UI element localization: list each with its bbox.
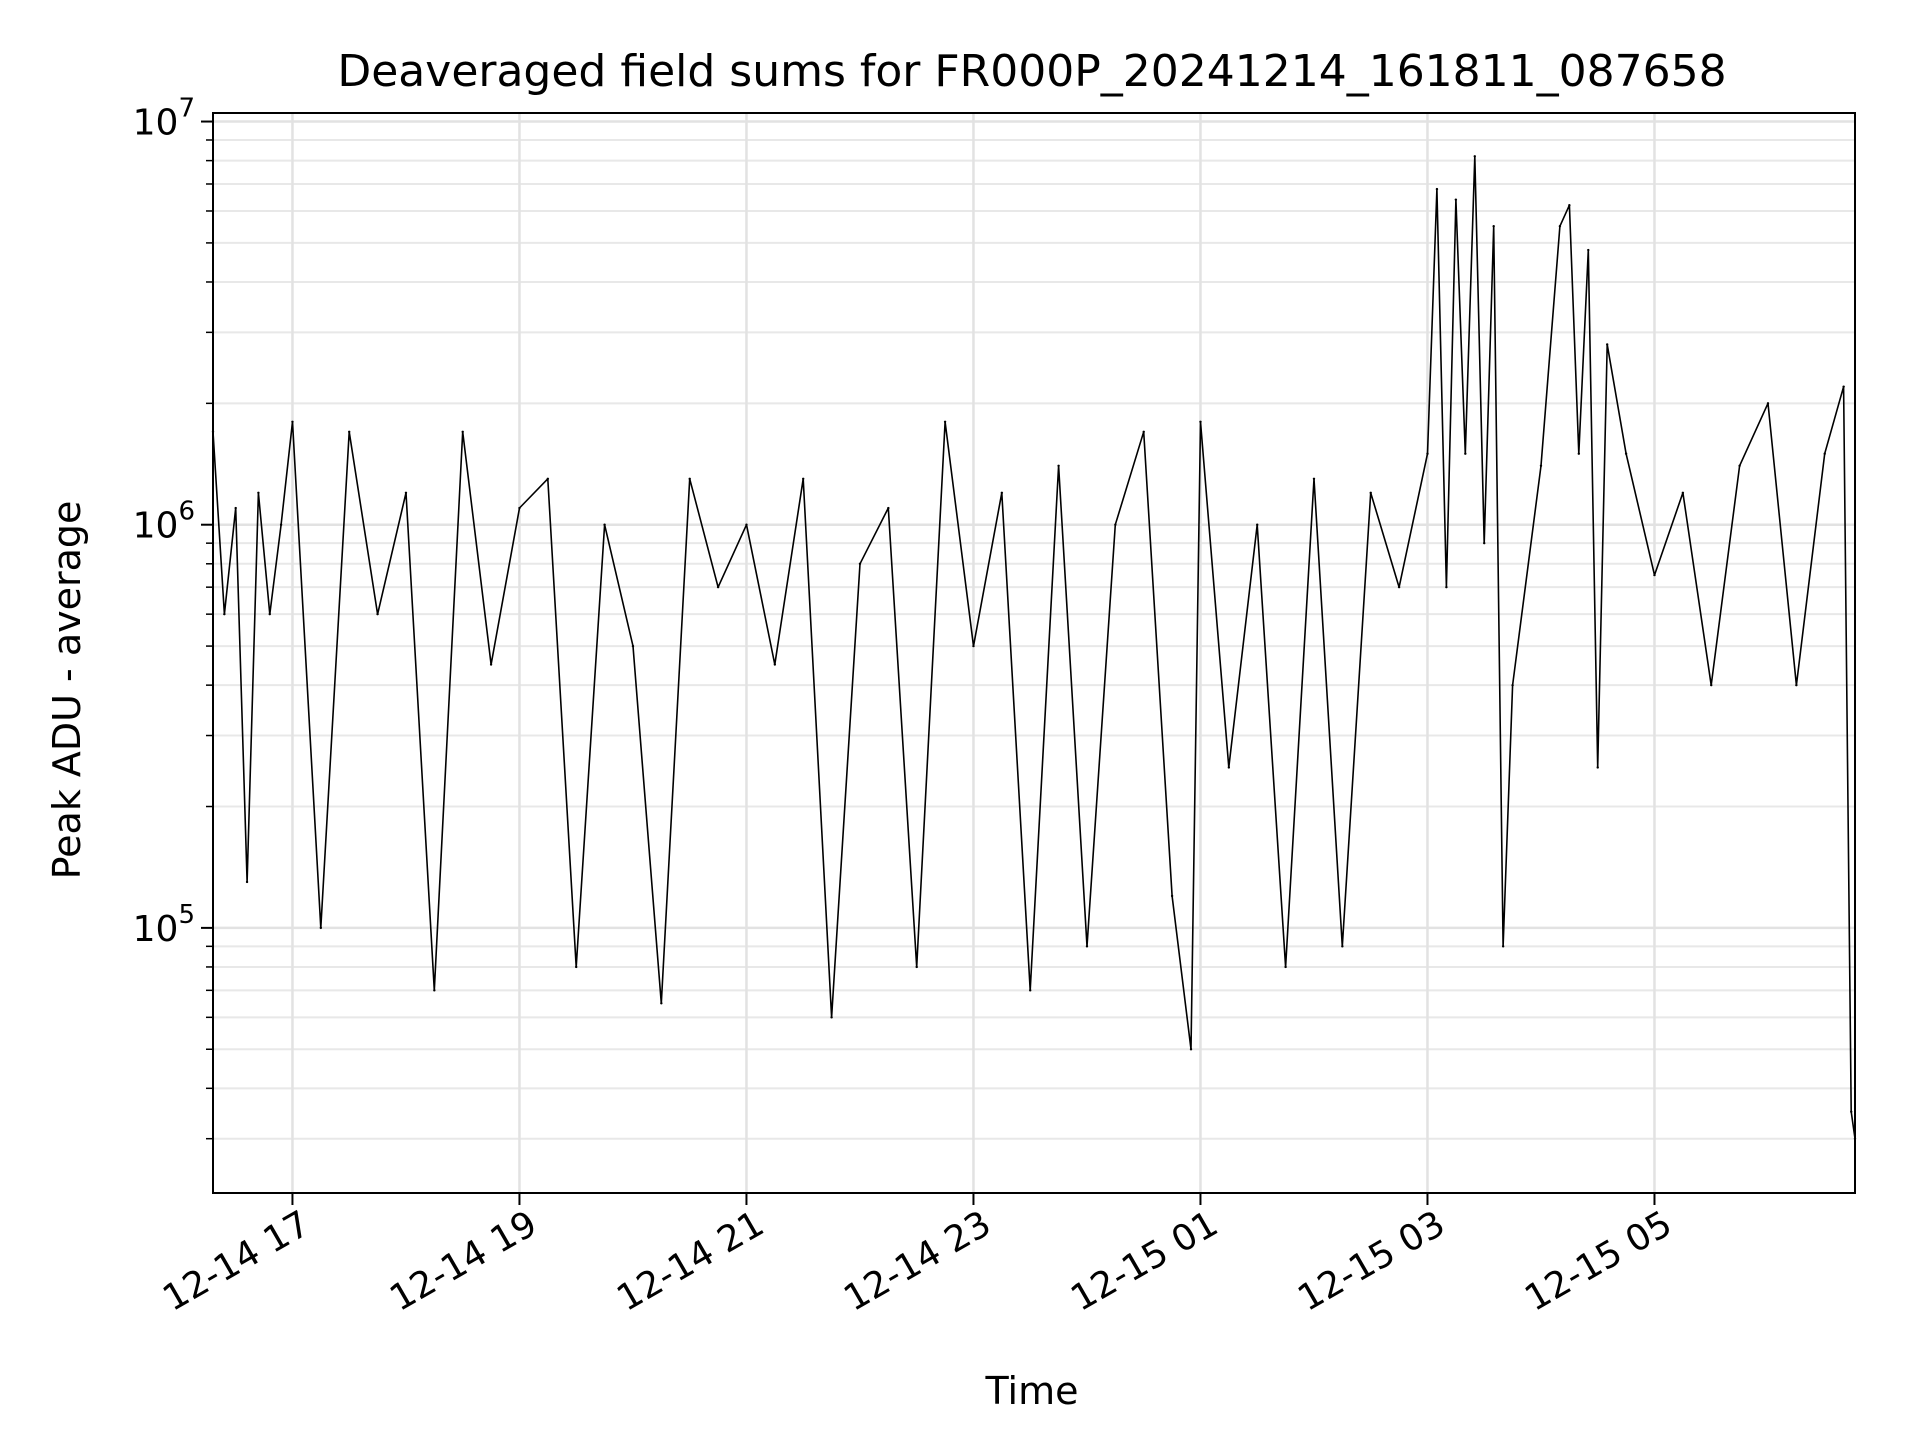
data-point — [773, 663, 777, 666]
data-point — [1464, 452, 1467, 455]
data-point — [887, 506, 890, 510]
data-point — [1823, 452, 1826, 455]
data-point — [268, 612, 271, 616]
data-point — [1850, 1110, 1853, 1113]
data-point — [943, 420, 947, 423]
data-point — [234, 506, 237, 510]
data-point — [1605, 343, 1609, 346]
data-point — [1492, 225, 1495, 228]
data-point — [1587, 248, 1590, 252]
data-point — [291, 420, 294, 423]
data-point — [1397, 585, 1401, 589]
data-point — [319, 926, 323, 930]
data-point — [660, 1002, 663, 1005]
data-point — [716, 585, 720, 589]
data-point — [1577, 452, 1581, 455]
data-point — [1558, 225, 1562, 228]
data-point — [1596, 766, 1599, 769]
data-point — [1426, 452, 1429, 455]
data-point — [1199, 420, 1202, 423]
data-point — [1624, 452, 1628, 455]
data-point — [1085, 945, 1089, 948]
data-point — [1000, 491, 1004, 494]
data-point — [1842, 385, 1845, 388]
data-point — [1142, 430, 1145, 434]
data-point — [489, 663, 493, 666]
data-point — [1710, 683, 1713, 687]
data-point — [575, 965, 578, 969]
data-point — [1227, 766, 1231, 769]
data-point — [1256, 523, 1259, 526]
data-point — [1435, 187, 1439, 191]
chart-title: Deaveraged field sums for FR000P_2024121… — [337, 46, 1726, 97]
y-axis-label: Peak ADU - average — [45, 501, 89, 880]
y-tick-label: 105 — [133, 900, 195, 950]
data-point — [1445, 585, 1448, 589]
data-point — [245, 880, 249, 884]
grid-layer — [213, 113, 1855, 1193]
y-tick-label: 106 — [133, 497, 195, 547]
data-point — [1473, 155, 1476, 158]
data-point — [1341, 945, 1344, 948]
series-line — [212, 155, 1856, 1139]
plot-frame — [212, 112, 1856, 1194]
data-point — [1511, 683, 1514, 687]
data-point — [1795, 683, 1798, 687]
data-point — [802, 477, 805, 480]
data-point — [1501, 945, 1505, 948]
data-point — [972, 644, 975, 648]
data-point — [1539, 464, 1543, 467]
data-point — [1284, 965, 1287, 969]
data-point — [348, 430, 351, 434]
data-point — [223, 612, 226, 616]
data-point — [461, 430, 464, 434]
data-point — [1454, 198, 1458, 201]
data-point — [1653, 573, 1656, 577]
data-point — [1057, 464, 1060, 467]
data-point — [518, 506, 521, 510]
data-point — [688, 477, 691, 480]
data-point — [915, 965, 918, 969]
data-point — [1189, 1048, 1193, 1051]
data-point — [404, 491, 408, 494]
data-point — [1738, 464, 1741, 467]
y-tick-label: 107 — [133, 94, 195, 144]
data-point — [546, 477, 550, 480]
data-point — [631, 644, 635, 648]
data-point — [1170, 894, 1174, 898]
data-point — [257, 491, 260, 494]
data-point — [1483, 541, 1486, 545]
x-axis-label: Time — [985, 1369, 1079, 1413]
data-point — [279, 523, 283, 526]
line-layer — [211, 155, 1857, 1140]
data-point — [376, 612, 379, 616]
data-point — [1114, 523, 1117, 526]
data-point — [1568, 204, 1571, 207]
data-point — [1029, 989, 1032, 992]
data-point — [858, 562, 862, 565]
data-point — [830, 1016, 833, 1019]
data-point — [433, 989, 436, 992]
data-point — [745, 523, 748, 526]
data-point — [603, 523, 606, 526]
data-point — [1369, 491, 1372, 494]
data-point — [1312, 477, 1316, 480]
data-point — [1681, 491, 1685, 494]
data-point — [1766, 402, 1770, 405]
